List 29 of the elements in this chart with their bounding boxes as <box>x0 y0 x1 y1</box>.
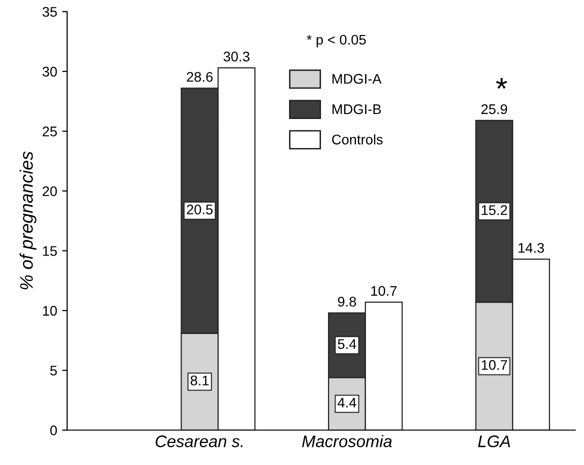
y-axis-title: % of pregnancies <box>20 151 36 290</box>
legend-label: MDGI-A <box>332 74 382 84</box>
y-tick-label: 0 <box>50 425 57 436</box>
legend-label: Controls <box>332 134 383 144</box>
legend-label: MDGI-B <box>332 104 381 114</box>
data-label: 4.4 <box>338 398 356 408</box>
total-label: 28.6 <box>186 72 213 82</box>
data-label: 30.3 <box>224 52 250 62</box>
y-tick-label: 10 <box>43 306 57 316</box>
total-label: 25.9 <box>481 104 508 114</box>
x-tick-label: Macrosomia <box>302 434 392 448</box>
data-label: 10.7 <box>482 360 508 370</box>
total-label: 9.8 <box>338 296 356 307</box>
y-tick-label: 20 <box>42 186 57 196</box>
annotation: * <box>496 78 508 89</box>
data-label: 14.3 <box>518 242 544 253</box>
y-tick-label: 5 <box>50 366 57 376</box>
data-label: 15.2 <box>482 205 508 216</box>
x-tick-label: Cesarean s. <box>156 435 243 448</box>
data-label: 10.7 <box>371 286 397 296</box>
data-label: 20.5 <box>186 204 213 214</box>
annotation: * p < 0.05 <box>306 34 366 48</box>
y-tick-label: 25 <box>42 126 57 136</box>
data-label: 8.1 <box>190 376 209 386</box>
y-tick-label: 35 <box>42 6 57 17</box>
x-tick-label: LGA <box>478 435 510 448</box>
y-tick-label: 15 <box>43 246 57 256</box>
data-label: 5.4 <box>338 339 356 349</box>
y-tick-label: 30 <box>42 66 57 77</box>
